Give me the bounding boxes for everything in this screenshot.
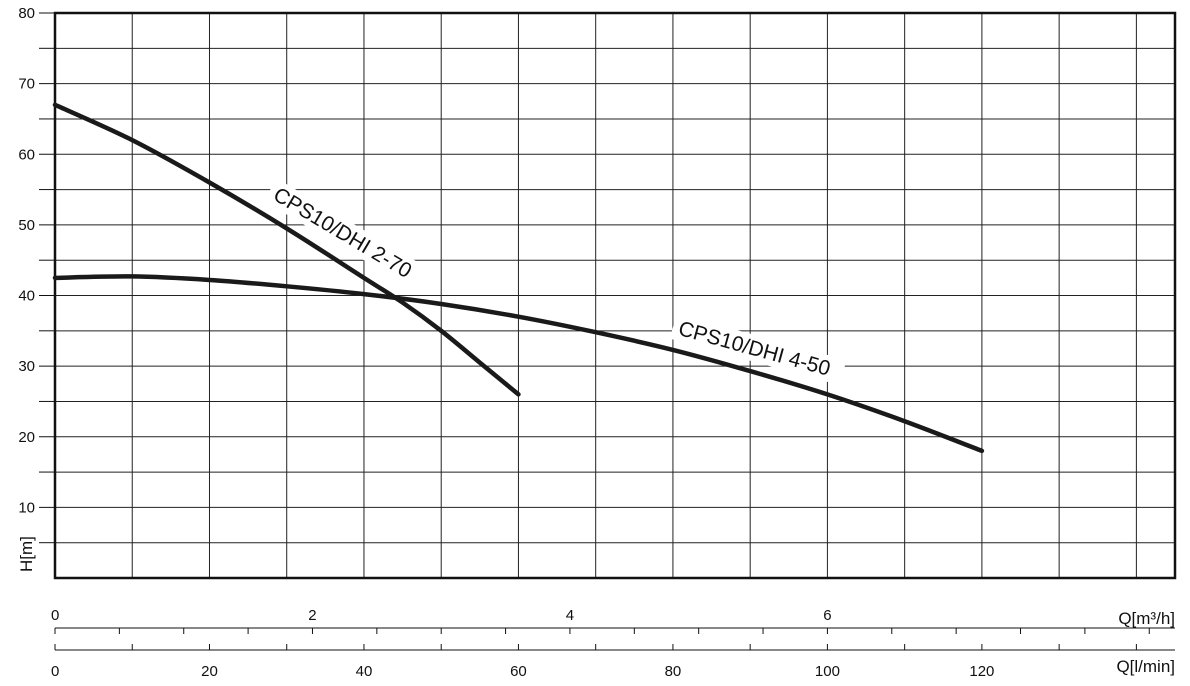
y-tick-label: 50 [18, 217, 35, 234]
x-tick-label: 60 [510, 663, 527, 680]
x2-tick-label: 6 [823, 607, 831, 624]
curves [52, 102, 985, 454]
y-axis: 10 20 30 40 50 60 70 80 H[m] [17, 5, 55, 572]
x-tick-label: 120 [969, 663, 994, 680]
y-tick-label: 10 [18, 499, 35, 516]
x-tick-label: 0 [51, 663, 59, 680]
curve-dhi-4-50 [52, 274, 985, 454]
x-tick-label: 40 [356, 663, 373, 680]
curve-label-group: CPS10/DHI 2-70 [263, 178, 429, 291]
x-axis-m3h: 0 2 4 6 Q[m³/h] [51, 607, 1175, 634]
curve-dhi-2-70 [52, 102, 521, 397]
y-tick-label: 70 [18, 76, 35, 93]
x2-tick-label: 2 [308, 607, 316, 624]
y-tick-label: 80 [18, 5, 35, 22]
y-tick-label: 40 [18, 288, 35, 305]
x-tick-label: 80 [665, 663, 682, 680]
curve-label-bg [669, 313, 847, 386]
grid [55, 13, 1175, 578]
x-tick-label: 100 [815, 663, 840, 680]
x-tick-label: 20 [201, 663, 218, 680]
x2-tick-label: 4 [566, 607, 574, 624]
y-axis-label: H[m] [17, 536, 36, 572]
x-axis-lmin: 0 20 40 60 80 100 120 Q[l/min] [51, 644, 1175, 680]
y-tick-label: 60 [18, 146, 35, 163]
curve-label-bg [263, 178, 429, 291]
x2-tick-label: 0 [51, 607, 59, 624]
x2-axis-label: Q[m³/h] [1118, 609, 1175, 628]
y-tick-label: 30 [18, 358, 35, 375]
y-tick-label: 20 [18, 429, 35, 446]
x-axis-label: Q[l/min] [1116, 657, 1175, 676]
